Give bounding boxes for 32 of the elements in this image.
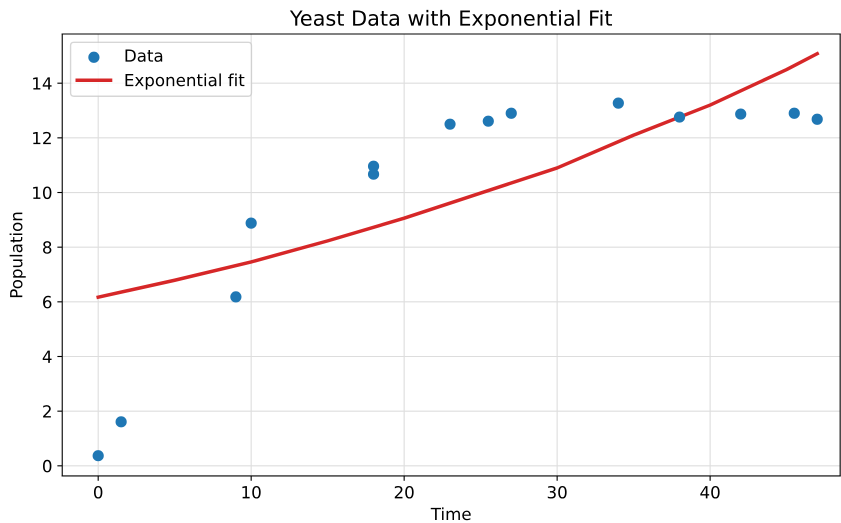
point: [368, 168, 380, 180]
x-axis-title: Time: [430, 507, 471, 520]
point: [788, 108, 800, 119]
y-tick-label: 2: [43, 405, 51, 418]
point: [246, 218, 257, 229]
point: [230, 291, 242, 303]
point: [444, 118, 456, 130]
point: [674, 111, 686, 123]
point: [612, 98, 624, 109]
x-tick-label: 30: [548, 486, 567, 499]
legend-label: Exponential fit: [126, 73, 244, 90]
chart-title: Yeast Data with Exponential Fit: [290, 10, 612, 30]
point: [482, 116, 494, 127]
y-tick-label: 12: [33, 132, 51, 144]
y-tick-label: 14: [33, 77, 52, 90]
y-tick-label: 10: [33, 186, 52, 200]
point: [92, 450, 104, 462]
x-tick-label: 20: [394, 486, 414, 499]
x-tick-label: 40: [700, 486, 720, 499]
point: [116, 416, 127, 428]
y-tick-label: 8: [43, 241, 52, 254]
line-series: [96, 52, 819, 299]
x-tick-label: 0: [94, 486, 102, 499]
y-axis-title: Population: [10, 212, 26, 298]
y-tick-label: 0: [43, 460, 52, 472]
point: [735, 108, 746, 120]
y-tick-label: 6: [43, 296, 52, 308]
legend-label: Data: [126, 50, 162, 62]
point: [506, 108, 517, 119]
x-tick-label: 10: [242, 486, 261, 499]
point: [812, 114, 823, 125]
y-tick-label: 4: [42, 350, 52, 363]
